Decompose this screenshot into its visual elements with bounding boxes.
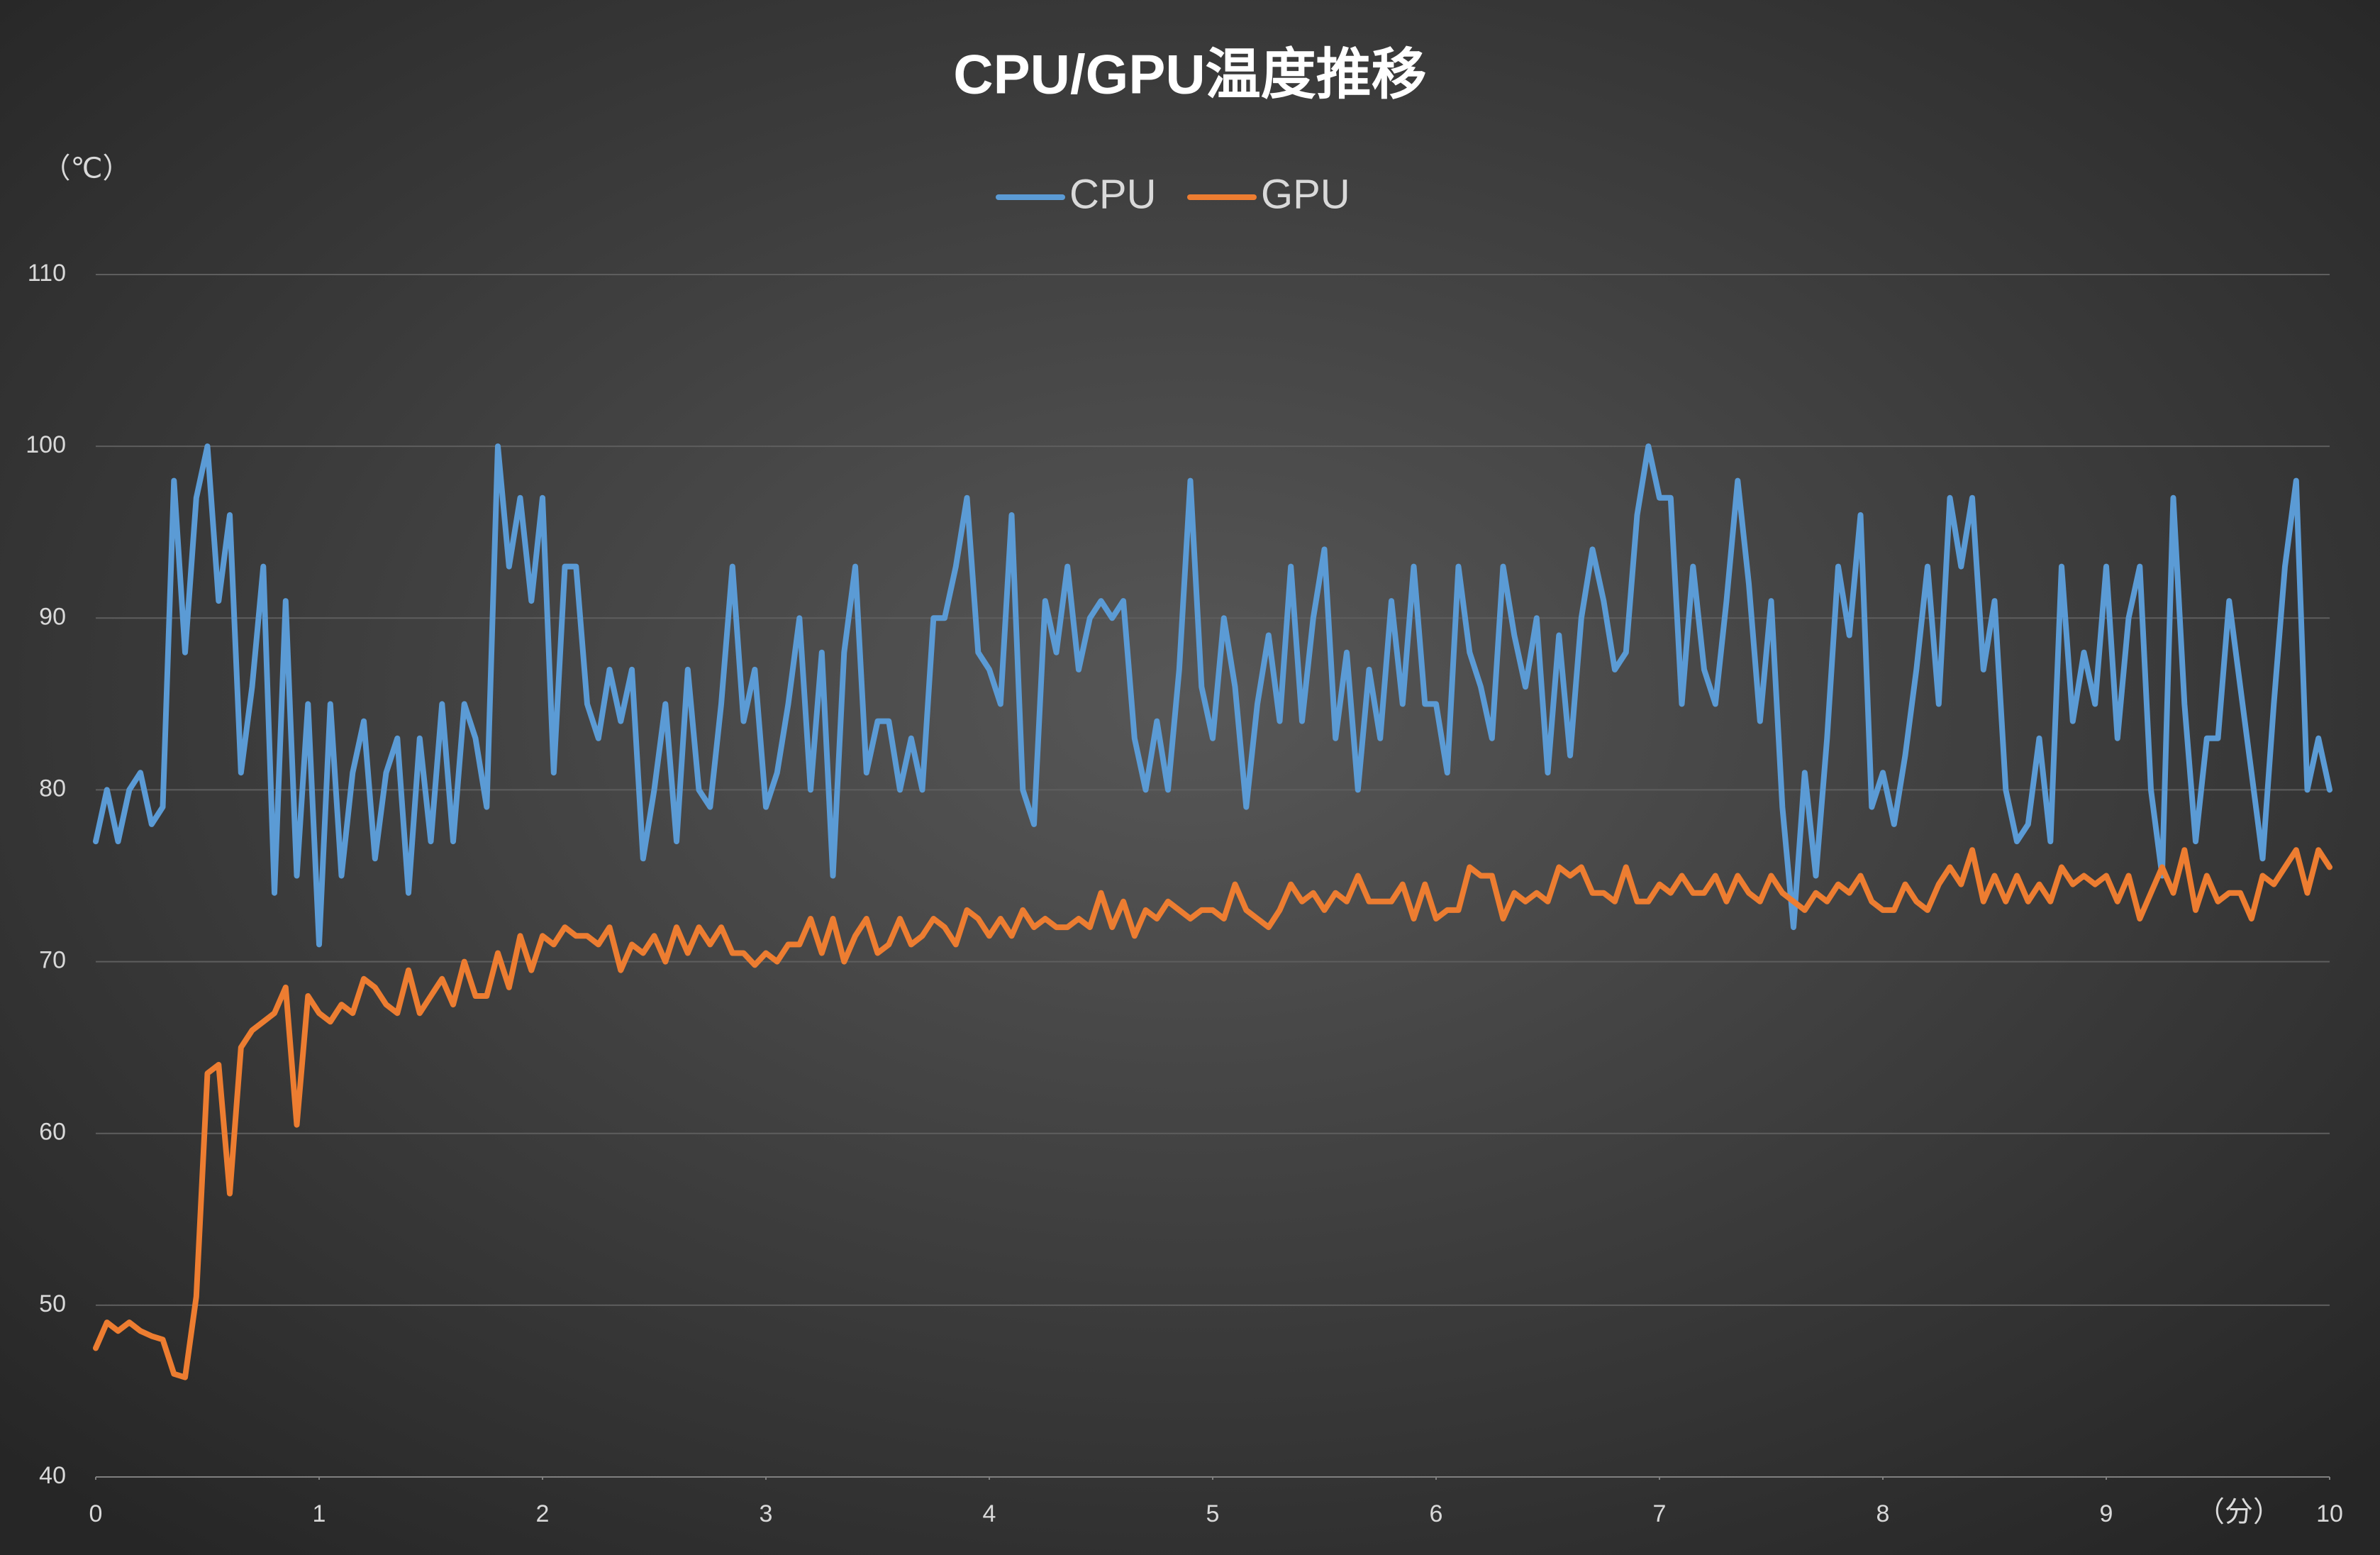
chart-title: CPU/GPU温度推移 xyxy=(953,43,1426,106)
legend-label: CPU xyxy=(1069,171,1156,217)
x-tick-label: 0 xyxy=(89,1500,103,1527)
x-tick-label: 10 xyxy=(2316,1500,2343,1527)
series-line xyxy=(93,847,2332,1380)
y-tick-label: 100 xyxy=(26,431,66,458)
x-tick-label: 1 xyxy=(313,1500,326,1527)
legend: CPU GPU xyxy=(996,171,1350,217)
x-tick-label: 6 xyxy=(1430,1500,1443,1527)
x-tick-label: 5 xyxy=(1206,1500,1220,1527)
x-tick-label: 3 xyxy=(760,1500,773,1527)
y-tick-label: 110 xyxy=(28,260,66,287)
x-tick-label: 8 xyxy=(1876,1500,1890,1527)
y-axis-label: （℃） xyxy=(43,153,131,184)
x-axis-label: （分） xyxy=(2196,1497,2281,1528)
y-tick-label: 90 xyxy=(39,603,66,630)
y-tick-label: 70 xyxy=(39,947,66,974)
y-tick-label: 40 xyxy=(39,1462,66,1489)
x-tick-label: 9 xyxy=(2100,1500,2113,1527)
y-tick-label: 80 xyxy=(39,775,66,802)
x-tick-label: 4 xyxy=(983,1500,996,1527)
legend-label: GPU xyxy=(1261,171,1350,217)
x-tick-label: 7 xyxy=(1653,1500,1667,1527)
y-tick-label: 50 xyxy=(39,1290,66,1317)
x-tick-label: 2 xyxy=(536,1500,550,1527)
y-tick-label: 60 xyxy=(39,1119,66,1146)
series-line xyxy=(93,443,2332,948)
